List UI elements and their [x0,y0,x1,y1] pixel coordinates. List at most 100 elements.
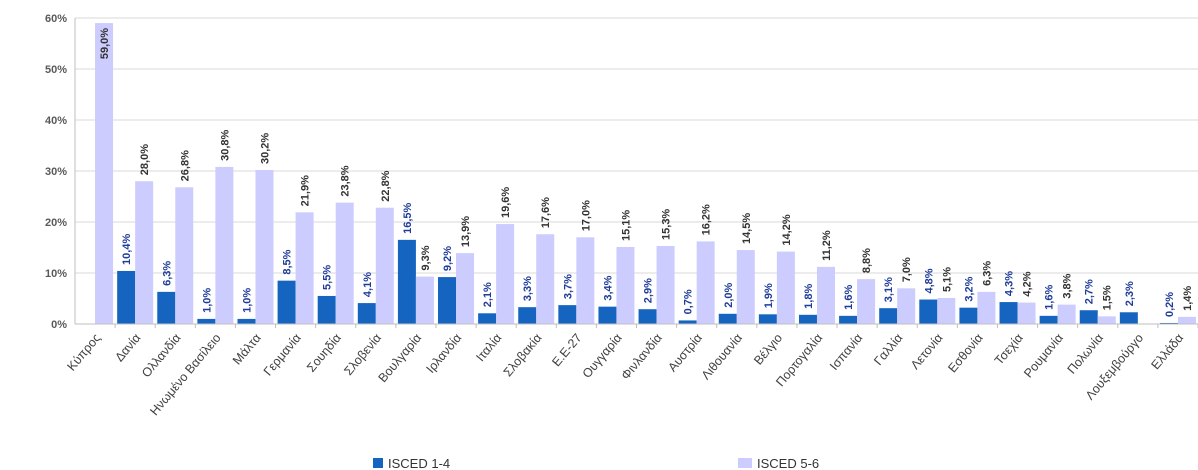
legend-label-isced-1-4: ISCED 1-4 [388,456,450,470]
data-label-isced-5-6: 28,0% [139,144,151,175]
data-label-isced-1-4: 0,7% [683,289,695,314]
data-label-isced-5-6: 4,2% [1022,271,1034,296]
data-label-isced-1-4: 1,0% [201,288,213,313]
data-label-isced-5-6: 6,3% [981,261,993,286]
bar-isced-5-6 [415,276,434,324]
bar-isced-5-6 [857,279,876,324]
data-label-isced-5-6: 17,6% [540,197,552,228]
data-label-isced-5-6: 1,5% [1102,285,1114,310]
data-label-isced-1-4: 3,3% [522,276,534,301]
data-label-isced-5-6: 16,2% [701,204,713,235]
bar-isced-1-4 [598,306,617,324]
data-label-isced-5-6: 17,0% [580,200,592,231]
bar-isced-1-4 [1079,310,1098,324]
data-label-isced-1-4: 3,2% [963,276,975,301]
bar-isced-1-4 [317,295,336,324]
y-tick-label: 0% [51,319,67,331]
y-tick-label: 10% [45,268,67,280]
data-label-isced-5-6: 15,3% [661,209,673,240]
bar-isced-1-4 [1039,315,1058,324]
data-label-isced-1-4: 1,6% [1044,285,1056,310]
data-label-isced-1-4: 4,3% [1004,271,1016,296]
data-label-isced-1-4: 3,1% [883,277,895,302]
bar-isced-1-4 [197,318,216,324]
data-label-isced-5-6: 59,0% [99,28,111,59]
y-axis: 0% 10% 20% 30% 40% 50% 60% [45,13,76,331]
category-label: Ιταλία [473,331,504,364]
data-label-isced-1-4: 2,1% [482,282,494,307]
data-labels: 59,0% 10,4% 28,0% 6,3% 26,8% 1,0% 30,8% 1,0% 30,… [99,28,1194,317]
data-label-isced-1-4: 5,5% [322,265,334,290]
bar-isced-1-4 [237,318,256,324]
category-label: Εσθονία [945,331,985,375]
data-label-isced-5-6: 3,8% [1062,273,1074,298]
data-label-isced-1-4: 2,3% [1124,281,1136,306]
bar-isced-1-4 [558,305,577,324]
y-tick-label: 40% [45,115,67,127]
bar-isced-5-6 [1177,316,1196,324]
data-label-isced-1-4: 16,5% [402,202,414,233]
bar-isced-5-6 [576,237,595,324]
data-label-isced-1-4: 1,0% [241,288,253,313]
data-label-isced-5-6: 21,9% [300,175,312,206]
data-label-isced-5-6: 9,3% [420,245,432,270]
bar-isced-5-6 [1097,316,1116,324]
category-label: Ιρλανδία [423,331,464,376]
data-label-isced-1-4: 1,6% [843,285,855,310]
bar-isced-5-6 [496,224,515,324]
bar-isced-1-4 [879,308,898,324]
data-label-isced-1-4: 2,9% [643,278,655,303]
bar-isced-5-6 [776,251,795,324]
bar-isced-5-6 [1057,304,1076,324]
bar-isced-5-6 [375,207,394,324]
category-label: Φινλανδία [618,331,664,383]
category-label: Σουηδία [304,331,344,375]
data-label-isced-1-4: 3,4% [602,275,614,300]
bar-isced-5-6 [736,250,755,324]
bar-isced-1-4 [277,280,296,324]
bar-isced-1-4 [518,307,537,324]
y-tick-label: 60% [45,13,67,25]
data-label-isced-1-4: 0,2% [1164,292,1176,317]
category-label: Ελλάδα [1148,331,1186,372]
y-tick-label: 20% [45,217,67,229]
bar-isced-5-6 [95,23,114,324]
bar-isced-5-6 [696,241,715,324]
bar-isced-5-6 [295,212,314,324]
legend-swatch-isced-1-4 [373,458,383,468]
data-label-isced-1-4: 4,1% [362,272,374,297]
category-label: Γερμανία [261,331,304,379]
data-label-isced-5-6: 30,8% [219,130,231,161]
data-label-isced-5-6: 14,5% [741,213,753,244]
bar-isced-5-6 [255,169,274,324]
gridlines [75,17,1198,274]
data-label-isced-1-4: 9,2% [442,246,454,271]
bar-isced-5-6 [1017,302,1036,324]
category-label: Αυστρία [665,331,705,374]
data-label-isced-1-4: 6,3% [161,261,173,286]
bar-isced-1-4 [1119,312,1138,324]
bar-isced-5-6 [175,187,194,324]
bar-isced-1-4 [397,239,416,324]
bar-isced-1-4 [678,320,697,324]
bar-isced-1-4 [157,291,176,324]
data-label-isced-5-6: 14,2% [781,214,793,245]
bar-isced-1-4 [798,314,817,324]
data-label-isced-1-4: 8,5% [282,249,294,274]
legend: ISCED 1-4 ISCED 5-6 [373,456,819,470]
category-label: Κύπρος [64,331,103,374]
data-label-isced-5-6: 8,8% [861,248,873,273]
bar-isced-5-6 [977,291,996,324]
category-label: Λετονία [908,331,946,372]
category-label: Γαλλία [871,331,905,368]
category-label: Πολωνία [1065,331,1106,377]
bar-isced-1-4 [117,270,136,324]
bar-isced-1-4 [919,299,938,324]
category-label: Βέλγιο [751,331,785,368]
bar-isced-1-4 [758,314,777,324]
category-label: Δανία [112,331,143,364]
data-label-isced-5-6: 7,0% [901,257,913,282]
bar-isced-1-4 [438,277,457,324]
data-label-isced-5-6: 19,6% [500,187,512,218]
